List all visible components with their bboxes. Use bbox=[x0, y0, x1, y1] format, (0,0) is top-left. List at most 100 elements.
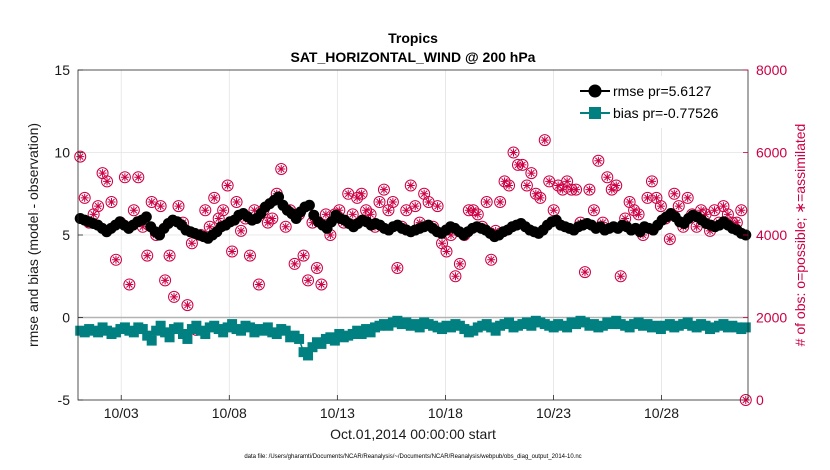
obs-possible-point bbox=[92, 200, 105, 213]
bias-point bbox=[182, 333, 193, 344]
obs-assimilated-point bbox=[540, 136, 549, 145]
obs-assimilated-point bbox=[402, 206, 411, 215]
legend-box bbox=[576, 76, 744, 128]
obs-possible-point bbox=[503, 179, 516, 192]
obs-assimilated-point bbox=[496, 198, 505, 206]
obs-assimilated-point bbox=[237, 226, 246, 235]
obs-possible-point bbox=[127, 204, 140, 217]
bias-point bbox=[155, 320, 166, 331]
obs-assimilated-point bbox=[572, 185, 581, 194]
obs-possible-point bbox=[172, 200, 185, 213]
obs-assimilated-point bbox=[710, 206, 719, 215]
obs-assimilated-point bbox=[277, 165, 286, 173]
obs-possible-point bbox=[163, 249, 176, 262]
obs-assimilated-point bbox=[223, 181, 232, 190]
chart-subtitle: SAT_HORIZONTAL_WIND @ 200 hPa bbox=[291, 49, 536, 65]
obs-assimilated-point bbox=[500, 177, 509, 186]
obs-assimilated-point bbox=[536, 193, 545, 202]
obs-assimilated-point bbox=[165, 251, 174, 260]
obs-assimilated-point bbox=[210, 193, 219, 202]
data-file-footnote: data file: /Users/gharamti/Documents/NCA… bbox=[244, 454, 581, 460]
obs-assimilated-point bbox=[692, 222, 701, 231]
obs-possible-point bbox=[230, 196, 243, 208]
obs-assimilated-point bbox=[518, 160, 527, 169]
y-tick-label: 10 bbox=[54, 145, 70, 161]
obs-assimilated-point bbox=[384, 206, 393, 215]
obs-possible-point bbox=[601, 171, 614, 184]
y2-tick-label: 6000 bbox=[756, 145, 787, 161]
obs-possible-point bbox=[181, 299, 194, 312]
obs-assimilated-point bbox=[473, 210, 482, 219]
obs-assimilated-point bbox=[549, 206, 558, 215]
legend-bias-marker bbox=[589, 107, 601, 119]
obs-possible-point bbox=[485, 253, 498, 266]
obs-assimilated-point bbox=[580, 268, 589, 277]
obs-possible-point bbox=[610, 179, 623, 192]
obs-assimilated-point bbox=[299, 251, 308, 260]
obs-assimilated-point bbox=[348, 210, 357, 219]
obs-assimilated-point bbox=[438, 239, 447, 248]
obs-possible-point bbox=[208, 191, 221, 204]
y2-axis-label: # of obs: o=possible; ∗=assimilated bbox=[792, 124, 808, 347]
y2-tick-label: 8000 bbox=[756, 62, 787, 78]
legend-bias-label: bias pr=-0.77526 bbox=[613, 105, 719, 121]
obs-assimilated-point bbox=[563, 177, 572, 186]
obs-possible-point bbox=[154, 200, 167, 213]
obs-possible-point bbox=[404, 179, 417, 192]
obs-possible-point bbox=[199, 204, 212, 217]
obs-possible-point bbox=[123, 278, 136, 291]
obs-possible-point bbox=[266, 212, 279, 225]
obs-assimilated-point bbox=[89, 210, 98, 219]
obs-assimilated-point bbox=[174, 202, 183, 211]
obs-assimilated-point bbox=[94, 202, 103, 211]
obs-assimilated-point bbox=[612, 181, 621, 190]
obs-possible-point bbox=[534, 191, 547, 204]
obs-assimilated-point bbox=[522, 181, 531, 190]
obs-possible-point bbox=[217, 204, 230, 217]
obs-possible-point bbox=[302, 274, 315, 287]
obs-possible-point bbox=[449, 270, 462, 283]
obs-possible-point bbox=[628, 204, 641, 217]
obs-possible-point bbox=[355, 187, 368, 200]
obs-possible-point bbox=[587, 204, 600, 217]
obs-possible-point bbox=[315, 278, 328, 291]
bias-point bbox=[740, 322, 751, 333]
obs-possible-point bbox=[288, 257, 301, 270]
legend-rmse-marker bbox=[588, 84, 602, 98]
y-tick-label: -5 bbox=[58, 392, 71, 408]
bias-point bbox=[173, 322, 184, 333]
obs-assimilated-point bbox=[433, 202, 442, 211]
obs-assimilated-point bbox=[290, 259, 299, 268]
obs-assimilated-point bbox=[214, 214, 223, 223]
obs-assimilated-point bbox=[411, 202, 420, 211]
obs-possible-point bbox=[386, 196, 399, 208]
obs-possible-point bbox=[391, 262, 404, 274]
obs-assimilated-point bbox=[527, 169, 536, 178]
obs-possible-point bbox=[663, 233, 676, 246]
obs-possible-point bbox=[105, 196, 118, 208]
obs-assimilated-point bbox=[268, 214, 277, 223]
rmse-point bbox=[140, 211, 152, 223]
obs-possible-point bbox=[351, 191, 364, 204]
rmse-point bbox=[303, 199, 315, 211]
obs-assimilated-point bbox=[321, 210, 330, 219]
obs-assimilated-point bbox=[406, 181, 415, 190]
obs-possible-point bbox=[431, 200, 444, 213]
bias-point bbox=[329, 335, 340, 346]
obs-assimilated-point bbox=[107, 198, 116, 206]
obs-assimilated-point bbox=[603, 173, 612, 182]
obs-assimilated-point bbox=[625, 198, 634, 206]
obs-assimilated-point bbox=[76, 152, 85, 161]
obs-assimilated-point bbox=[643, 193, 652, 202]
obs-assimilated-point bbox=[719, 202, 728, 211]
obs-possible-point bbox=[654, 200, 667, 213]
obs-possible-point bbox=[132, 171, 145, 184]
x-tick-label: 10/13 bbox=[320, 405, 355, 421]
obs-possible-point bbox=[252, 278, 265, 291]
obs-possible-point bbox=[377, 183, 390, 196]
y2-tick-label: 2000 bbox=[756, 310, 787, 326]
y2-tick-label: 4000 bbox=[756, 227, 787, 243]
x-tick-label: 10/03 bbox=[104, 405, 139, 421]
obs-possible-point bbox=[525, 167, 538, 180]
obs-possible-point bbox=[279, 220, 292, 233]
